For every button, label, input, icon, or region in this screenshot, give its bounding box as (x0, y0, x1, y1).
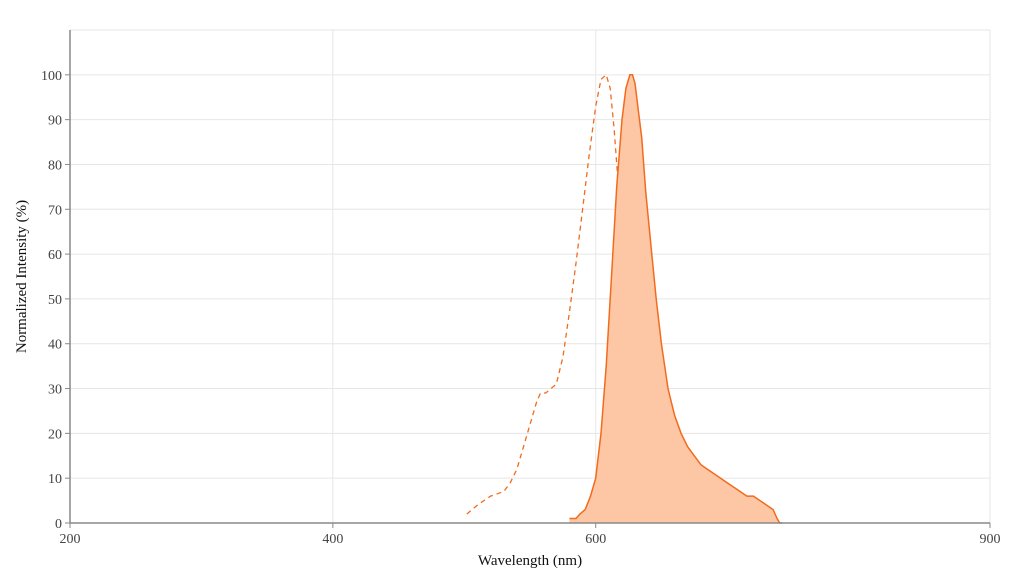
emission-area (569, 74, 783, 524)
y-tick-label: 0 (55, 517, 62, 532)
y-tick-label: 80 (48, 158, 62, 173)
x-tick-label: 600 (585, 532, 606, 547)
y-axis-title: Normalized Intensity (%) (14, 200, 30, 353)
plot-area (466, 73, 783, 524)
x-tick-label: 200 (60, 532, 81, 547)
x-axis-title: Wavelength (nm) (478, 553, 582, 569)
grid (70, 29, 991, 523)
x-tick-label: 900 (980, 532, 1001, 547)
emission-line (569, 74, 783, 524)
y-tick-label: 60 (48, 248, 62, 263)
x-tick-label: 400 (322, 532, 343, 547)
y-tick-label: 50 (48, 293, 62, 308)
y-tick-label: 20 (48, 427, 62, 442)
y-tick-label: 10 (48, 472, 62, 487)
y-tick-label: 70 (48, 203, 62, 218)
y-tick-label: 100 (41, 69, 62, 84)
excitation-line (466, 73, 669, 524)
y-tick-label: 30 (48, 383, 62, 398)
ticks: 0 10 20 30 40 50 60 70 80 90 100 200 400 600 900 (41, 69, 1001, 547)
y-tick-label: 90 (48, 114, 62, 129)
y-tick-label: 40 (48, 338, 62, 353)
